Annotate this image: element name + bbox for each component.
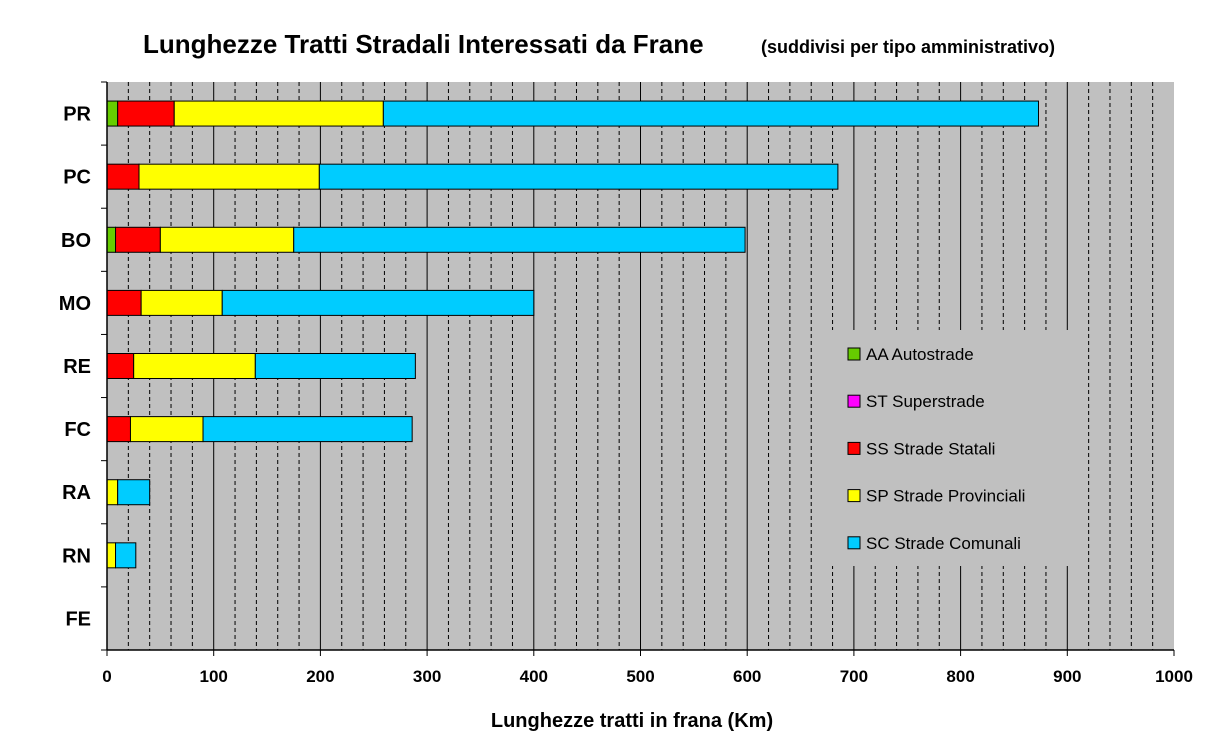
chart-subtitle: (suddivisi per tipo amministrativo) (761, 37, 1055, 57)
legend-label-4: SC Strade Comunali (866, 534, 1021, 553)
bar-ra-series-4 (117, 479, 151, 506)
bar-pc-series-2 (106, 163, 140, 190)
legend-label-1: ST Superstrade (866, 392, 985, 411)
bar-fc-series-4 (202, 416, 413, 443)
bar-ra-series-3 (106, 479, 119, 506)
chart-title: Lunghezze Tratti Stradali Interessati da… (143, 29, 704, 59)
x-tick-label: 0 (102, 667, 111, 686)
bar-rn-series-4 (115, 542, 137, 569)
legend: AA Autostrade ST Superstrade SS Strade Sta… (812, 330, 1068, 566)
bar-mo-series-2 (106, 289, 142, 316)
category-label-mo: MO (59, 293, 91, 315)
legend-label-0: AA Autostrade (866, 345, 974, 364)
x-tick-label: 800 (946, 667, 974, 686)
x-tick-label: 1000 (1155, 667, 1193, 686)
bar-pr-series-3 (173, 100, 384, 127)
category-label-pc: PC (63, 167, 91, 189)
legend-swatch-0 (847, 347, 861, 361)
bar-bo-series-3 (159, 226, 295, 253)
bar-mo-series-4 (221, 289, 535, 316)
category-label-fc: FC (64, 419, 91, 441)
bar-pc-series-3 (138, 163, 320, 190)
bar-pc-series-4 (318, 163, 839, 190)
bar-bo-series-0 (106, 226, 117, 253)
x-tick-label: 900 (1053, 667, 1081, 686)
legend-swatch-2 (847, 441, 861, 455)
category-label-rn: RN (62, 545, 91, 567)
x-tick-label: 600 (733, 667, 761, 686)
bar-re-series-4 (254, 353, 416, 379)
x-tick-label: 500 (626, 667, 654, 686)
bar-fc-series-2 (106, 416, 131, 443)
category-label-ra: RA (62, 482, 91, 504)
category-label-bo: BO (61, 230, 91, 252)
category-label-pr: PR (63, 104, 91, 126)
x-tick-label: 200 (306, 667, 334, 686)
bar-rn-series-3 (106, 542, 117, 569)
legend-swatch-1 (847, 394, 861, 408)
category-label-fe: FE (65, 608, 91, 630)
legend-label-3: SP Strade Provinciali (866, 487, 1025, 506)
bar-pr-series-0 (106, 100, 119, 127)
bar-bo-series-2 (115, 226, 161, 253)
bar-bo-series-4 (293, 226, 746, 253)
bar-re-series-2 (106, 353, 135, 379)
x-tick-label: 400 (520, 667, 548, 686)
bar-pr-series-2 (117, 100, 175, 127)
legend-label-2: SS Strade Statali (866, 439, 995, 458)
bar-re-series-3 (133, 353, 256, 379)
x-axis-title: Lunghezze tratti in frana (Km) (491, 710, 773, 732)
category-label-re: RE (63, 356, 91, 378)
x-tick-label: 700 (840, 667, 868, 686)
x-tick-label: 100 (200, 667, 228, 686)
legend-swatch-4 (847, 536, 861, 550)
bar-pr-series-4 (382, 100, 1039, 127)
x-tick-label: 300 (413, 667, 441, 686)
bar-fc-series-3 (129, 416, 204, 443)
bar-mo-series-3 (140, 289, 223, 316)
legend-swatch-3 (847, 489, 861, 503)
